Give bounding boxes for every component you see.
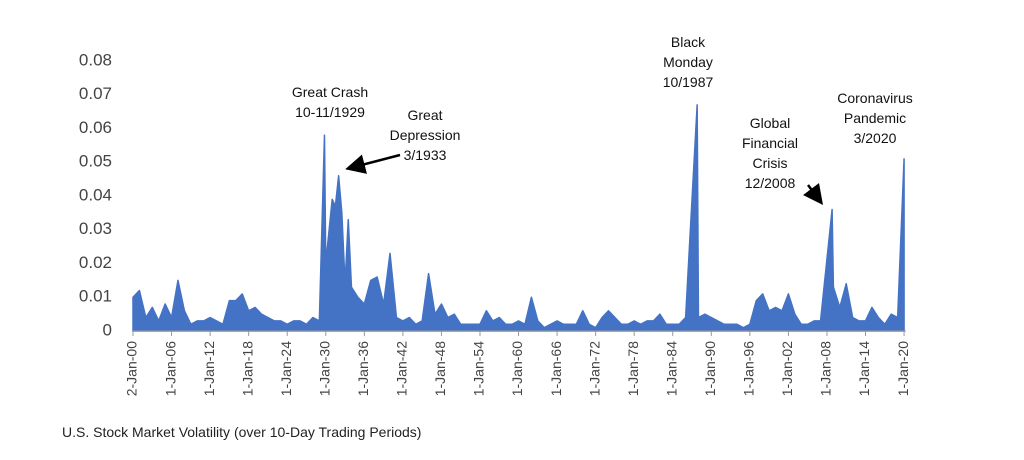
annotation: Global bbox=[750, 115, 790, 131]
y-tick-label: 0 bbox=[103, 320, 112, 339]
y-tick-label: 0.04 bbox=[79, 185, 112, 204]
annotation: Coronavirus bbox=[837, 90, 912, 106]
annotation: Black bbox=[671, 34, 706, 50]
x-tick-label: 1-Jan-12 bbox=[201, 341, 217, 396]
annotation: Great bbox=[407, 107, 442, 123]
x-tick-label: 1-Jan-96 bbox=[741, 341, 757, 396]
x-tick-label: 1-Jan-48 bbox=[432, 341, 448, 396]
y-tick-label: 0.01 bbox=[79, 287, 112, 306]
x-tick-label: 1-Jan-84 bbox=[663, 341, 679, 396]
x-tick-label: 1-Jan-42 bbox=[394, 341, 410, 396]
arrow bbox=[345, 153, 401, 174]
x-tick-label: 1-Jan-72 bbox=[586, 341, 602, 396]
x-tick-label: 1-Jan-08 bbox=[818, 341, 834, 396]
x-tick-label: 1-Jan-60 bbox=[509, 341, 525, 396]
annotation: 3/1933 bbox=[404, 147, 447, 163]
annotation: Financial bbox=[742, 135, 798, 151]
x-tick-label: 1-Jan-02 bbox=[779, 341, 795, 396]
y-tick-label: 0.05 bbox=[79, 152, 112, 171]
annotation: Depression bbox=[390, 127, 461, 143]
annotation: 10-11/1929 bbox=[295, 104, 365, 120]
x-tick-label: 1-Jan-90 bbox=[702, 341, 718, 396]
annotation: 3/2020 bbox=[854, 130, 897, 146]
y-tick-label: 0.07 bbox=[79, 84, 112, 103]
annotation: Pandemic bbox=[844, 110, 906, 126]
x-tick-label: 1-Jan-66 bbox=[548, 341, 564, 396]
x-tick-label: 1-Jan-20 bbox=[895, 341, 911, 396]
x-tick-label: 1-Jan-18 bbox=[239, 341, 255, 396]
y-tick-label: 0.03 bbox=[79, 219, 112, 238]
x-tick-label: 1-Jan-36 bbox=[355, 341, 371, 396]
x-tick-label: 1-Jan-24 bbox=[278, 341, 294, 396]
x-tick-label: 1-Jan-54 bbox=[471, 341, 487, 396]
x-tick-label: 1-Jan-14 bbox=[856, 341, 872, 396]
x-tick-label: 1-Jan-78 bbox=[625, 341, 641, 396]
x-tick-label: 2-Jan-00 bbox=[124, 341, 140, 396]
annotation: 10/1987 bbox=[663, 74, 714, 90]
y-tick-label: 0.02 bbox=[79, 253, 112, 272]
caption: U.S. Stock Market Volatility (over 10-Da… bbox=[62, 424, 421, 440]
y-tick-label: 0.06 bbox=[79, 118, 112, 137]
arrow bbox=[803, 183, 823, 205]
annotation: Great Crash bbox=[292, 84, 368, 100]
x-tick-label: 1-Jan-06 bbox=[162, 341, 178, 396]
annotation: 12/2008 bbox=[745, 175, 796, 191]
x-tick-label: 1-Jan-30 bbox=[316, 341, 332, 396]
annotation: Monday bbox=[663, 54, 713, 70]
area bbox=[132, 104, 905, 332]
annotation: Crisis bbox=[753, 155, 788, 171]
y-tick-label: 0.08 bbox=[79, 50, 112, 69]
